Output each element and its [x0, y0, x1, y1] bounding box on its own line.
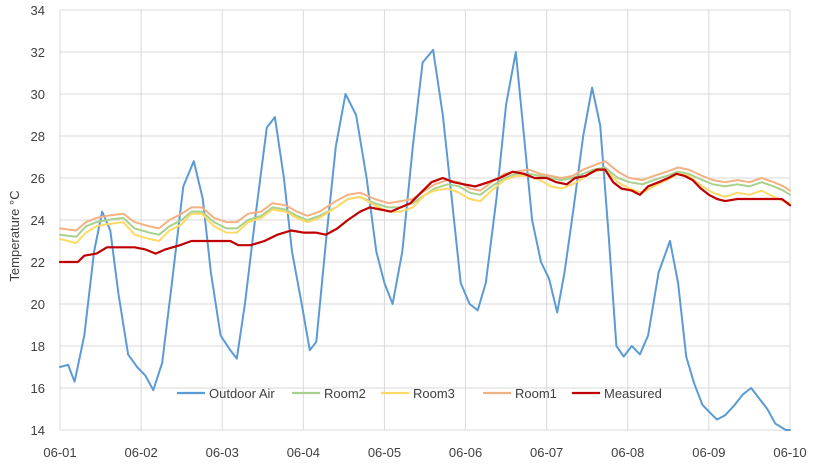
y-tick-label: 24 [31, 213, 45, 228]
x-tick-label: 06-04 [287, 445, 320, 460]
y-tick-label: 14 [31, 423, 45, 438]
x-tick-label: 06-08 [611, 445, 644, 460]
y-tick-label: 26 [31, 171, 45, 186]
y-tick-label: 16 [31, 381, 45, 396]
y-tick-label: 28 [31, 129, 45, 144]
series-line-outdoor-air [59, 48, 791, 431]
x-tick-label: 06-10 [773, 445, 806, 460]
legend-label: Room3 [413, 386, 455, 401]
y-tick-label: 18 [31, 339, 45, 354]
y-tick-label: 22 [31, 255, 45, 270]
legend-label: Measured [604, 386, 662, 401]
y-axis-ticks: 14 16 18 20 22 24 26 28 30 32 34 [31, 3, 45, 438]
x-tick-label: 06-02 [124, 445, 157, 460]
y-tick-label: 30 [31, 87, 45, 102]
legend-label: Room2 [324, 386, 366, 401]
series-lines [58, 48, 792, 431]
series-line-room1 [59, 160, 791, 232]
y-tick-label: 32 [31, 45, 45, 60]
x-tick-label: 06-01 [43, 445, 76, 460]
series-line-room3 [59, 168, 791, 245]
x-tick-label: 06-09 [692, 445, 725, 460]
series-line-measured [58, 168, 792, 264]
y-tick-label: 34 [31, 3, 45, 18]
x-tick-label: 06-03 [206, 445, 239, 460]
y-tick-label: 20 [31, 297, 45, 312]
legend-label: Room1 [515, 386, 557, 401]
legend: Outdoor Air Room2 Room3 Room1 Measured [177, 386, 662, 401]
x-tick-label: 06-07 [530, 445, 563, 460]
series-line-room2 [59, 166, 791, 238]
y-axis-title: Temperature °C [7, 190, 22, 281]
legend-label: Outdoor Air [209, 386, 275, 401]
x-tick-label: 06-05 [368, 445, 401, 460]
x-tick-label: 06-06 [449, 445, 482, 460]
x-axis-ticks: 06-01 06-02 06-03 06-04 06-05 06-06 06-07 06-08… [43, 445, 806, 460]
